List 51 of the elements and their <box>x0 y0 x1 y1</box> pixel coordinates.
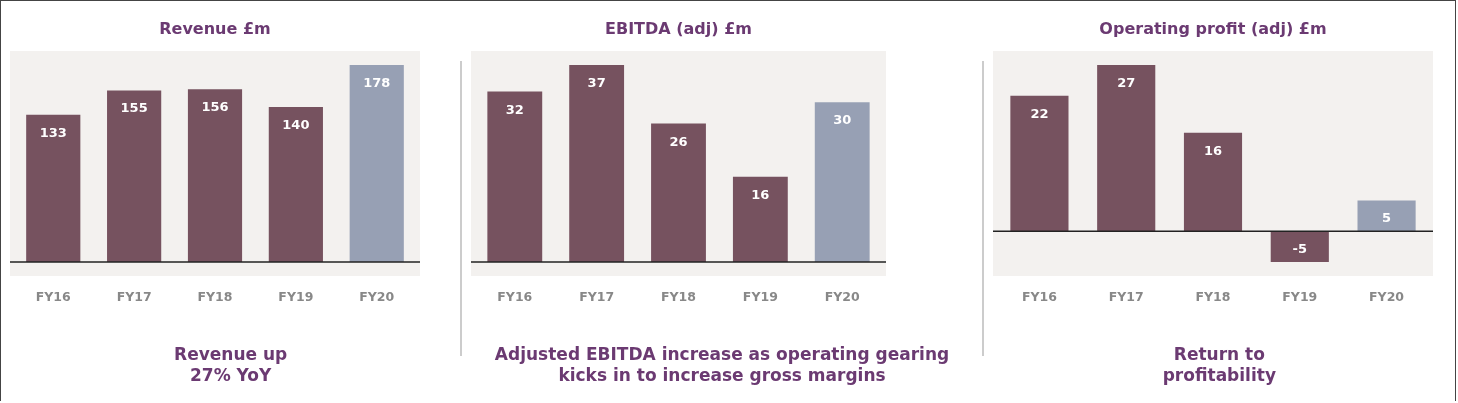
x-tick-label: FY19 <box>743 288 779 304</box>
data-label: 133 <box>39 124 67 140</box>
bar <box>487 91 543 262</box>
bar <box>815 102 870 262</box>
x-tick-label: FY18 <box>1195 288 1231 304</box>
bar <box>733 176 789 262</box>
x-tick-label: FY16 <box>497 288 533 304</box>
bar <box>1357 200 1416 232</box>
data-label: 22 <box>1030 105 1049 121</box>
data-label: 140 <box>282 117 310 133</box>
bar <box>187 89 243 262</box>
x-tick-label: FY16 <box>35 288 72 304</box>
bar <box>1096 65 1155 232</box>
chart-title: Operating profit (adj) £m <box>1099 19 1327 38</box>
chart-title: Revenue £m <box>159 19 271 38</box>
bar <box>1010 95 1069 232</box>
x-tick-label: FY20 <box>825 288 861 304</box>
x-tick-label: FY18 <box>661 288 697 304</box>
bar <box>349 65 404 262</box>
data-label: 27 <box>1116 75 1135 90</box>
x-tick-label: FY17 <box>1108 288 1144 304</box>
data-label: 30 <box>833 112 852 128</box>
x-tick-label: FY17 <box>116 288 152 304</box>
data-label: 156 <box>201 99 229 115</box>
bar <box>107 90 162 262</box>
data-label: 32 <box>506 101 525 117</box>
x-tick-label: FY19 <box>1281 288 1317 304</box>
x-tick-label: FY20 <box>359 288 395 304</box>
x-tick-label: FY19 <box>278 288 314 304</box>
text: Adjusted EBITDA increase as operating gearing kicks in to increase gross margins <box>493 344 951 386</box>
data-label: 26 <box>669 133 688 149</box>
bar <box>1270 231 1329 262</box>
data-label: 178 <box>363 75 391 90</box>
data-label: -5 <box>1292 241 1307 256</box>
text: Return to profitability <box>1161 344 1277 386</box>
bar <box>26 114 81 262</box>
bar <box>569 65 625 262</box>
data-label: 16 <box>751 186 770 202</box>
x-tick-label: FY16 <box>1021 288 1057 304</box>
data-label: 5 <box>1381 210 1391 226</box>
text: Revenue up 27% YoY <box>173 344 289 386</box>
bar <box>268 107 323 262</box>
x-tick-label: FY17 <box>579 288 615 304</box>
data-label: 155 <box>120 100 148 116</box>
bar <box>1183 132 1242 232</box>
x-tick-label: FY18 <box>197 288 233 304</box>
bar <box>651 123 707 262</box>
chart-title: EBITDA (adj) £m <box>605 19 753 38</box>
data-label: 37 <box>587 75 607 90</box>
x-tick-label: FY20 <box>1368 288 1405 304</box>
data-label: 16 <box>1203 142 1222 158</box>
